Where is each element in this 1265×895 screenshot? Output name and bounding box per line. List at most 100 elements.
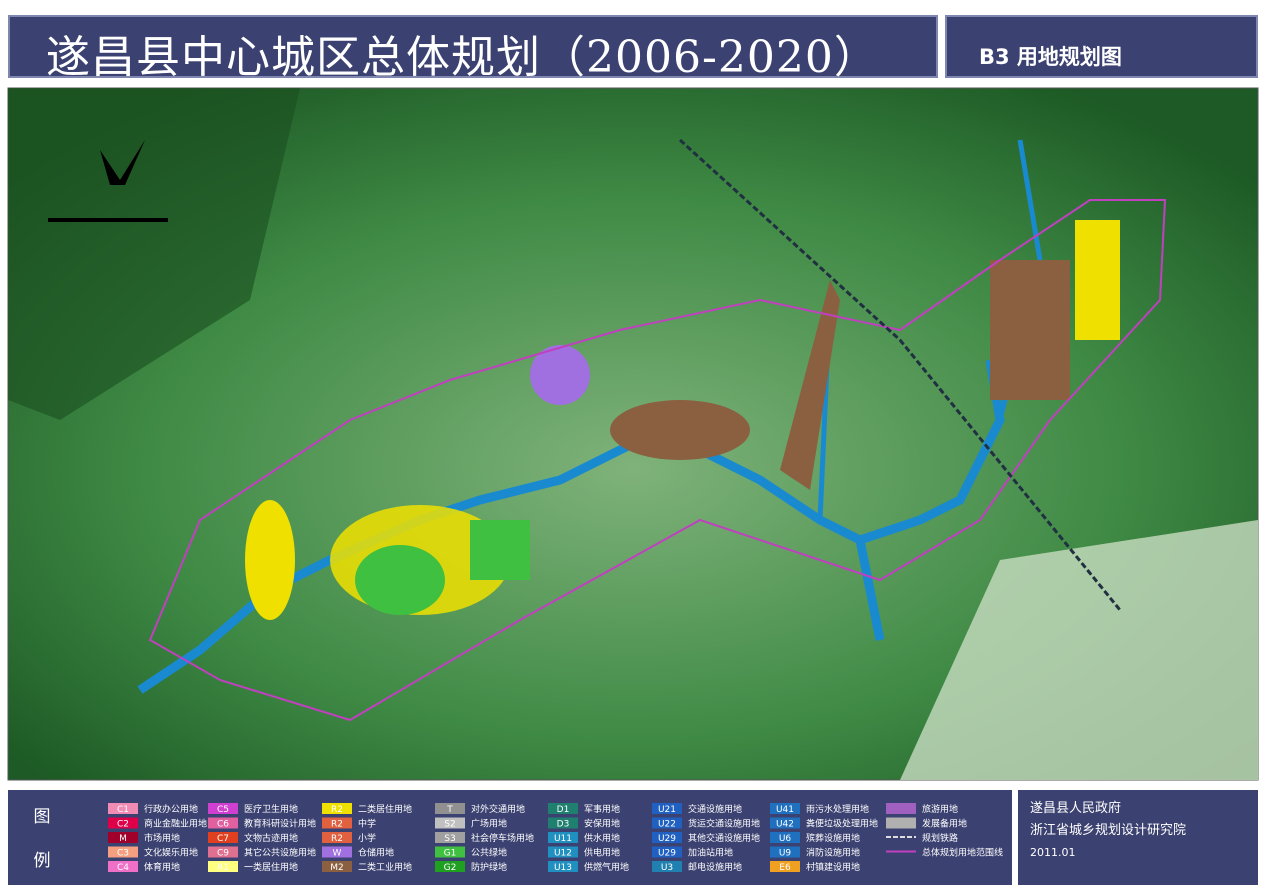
legend-label: 加油站用地 [688, 847, 733, 859]
legend-code: R2 [331, 820, 343, 830]
green-space [470, 520, 530, 580]
north-arrow [48, 140, 168, 222]
legend-label: 文化娱乐用地 [144, 847, 198, 859]
legend-code: U9 [779, 849, 792, 859]
legend-label: 粪便垃圾处理用地 [806, 818, 878, 830]
legend-code: U41 [776, 805, 794, 815]
legend-label: 其它公共设施用地 [244, 847, 316, 859]
sheet-title: B3 用地规划图 [979, 45, 1122, 69]
legend-swatch [652, 861, 682, 872]
legend-swatch [548, 803, 578, 814]
legend-code: C7 [217, 834, 229, 844]
legend-swatch [435, 832, 465, 843]
legend-swatch [886, 817, 916, 829]
legend-label: 公共绿地 [471, 847, 507, 859]
legend-swatch [322, 861, 352, 872]
legend-code: R2 [331, 834, 343, 844]
legend-label: 村镇建设用地 [806, 861, 860, 873]
legend-label: 旅游用地 [922, 803, 958, 815]
legend-title: 图 [34, 807, 51, 827]
legend-label: 安保用地 [584, 818, 620, 830]
legend-code: C6 [217, 820, 229, 830]
legend-code: D1 [557, 805, 570, 815]
legend-label: 社会停车场用地 [471, 832, 534, 844]
legend-code: U3 [661, 863, 673, 873]
legend-code: U6 [779, 834, 792, 844]
legend-label: 一类居住用地 [244, 861, 298, 873]
mountain [8, 88, 300, 420]
legend-label: 市场用地 [144, 832, 180, 844]
legend-label: 中学 [358, 818, 376, 830]
legend-label: 商业金融业用地 [144, 818, 207, 830]
legend-code: C5 [217, 805, 229, 815]
legend-label: 消防设施用地 [806, 847, 860, 859]
legend-swatch [435, 803, 465, 814]
legend-label: 货运交通设施用地 [688, 818, 760, 830]
legend-code: E6 [779, 863, 791, 873]
title: 遂昌县中心城区总体规划（2006-2020） [46, 32, 879, 83]
org-box [1018, 790, 1258, 885]
legend-swatch [322, 832, 352, 843]
legend-code: U29 [658, 834, 676, 844]
legend-swatch [652, 803, 682, 814]
legend-code: U42 [776, 820, 794, 830]
legend-swatch [435, 846, 465, 858]
legend-label: 行政办公用地 [144, 803, 198, 815]
legend-label: 防护绿地 [471, 861, 507, 873]
legend-code: M2 [330, 863, 344, 873]
legend-label: 仓储用地 [358, 847, 394, 859]
legend-code: G1 [444, 849, 457, 859]
legend-swatch [548, 846, 578, 858]
legend-label: 教育科研设计用地 [244, 818, 316, 830]
legend-swatch [770, 803, 800, 814]
legend: C1 行政办公用地 C2 商业金融业用地 M 市场用地 C3 文化娱乐用地 C4 体育用地 C5 医疗… [108, 803, 1003, 873]
legend-swatch [652, 846, 682, 858]
legend-swatch [108, 817, 138, 829]
industrial [780, 280, 840, 490]
legend-swatch [548, 832, 578, 843]
legend-swatch [208, 803, 238, 814]
legend-code: G2 [444, 863, 457, 873]
legend-swatch [108, 803, 138, 814]
legend-label: 广场用地 [471, 818, 507, 830]
legend-swatch [652, 832, 682, 843]
legend-label: 雨污水处理用地 [806, 803, 869, 815]
legend-label: 供水用地 [584, 832, 620, 844]
legend-swatch [770, 861, 800, 872]
legend-swatch [435, 817, 465, 829]
legend-label: 小学 [358, 832, 376, 844]
legend-code: C1 [117, 805, 129, 815]
legend-label: 二类居住用地 [358, 803, 412, 815]
legend-label: 供电用地 [584, 847, 620, 859]
legend-label: 二类工业用地 [358, 861, 412, 873]
legend-code: T [446, 805, 453, 815]
green-space [355, 545, 445, 615]
legend-swatch [322, 846, 352, 858]
railway [678, 138, 1122, 611]
storage [530, 345, 590, 405]
legend-code: U13 [554, 863, 572, 873]
industrial [990, 260, 1070, 400]
legend-swatch [208, 832, 238, 843]
legend-label: 对外交通用地 [471, 803, 525, 815]
industrial [610, 400, 750, 460]
legend-box [8, 790, 1012, 885]
legend-swatch [208, 817, 238, 829]
legend-code: S2 [444, 820, 455, 830]
legend-swatch [208, 846, 238, 858]
legend-label: 医疗卫生用地 [244, 803, 298, 815]
sheet-box: B3 用地规划图 [945, 15, 1258, 78]
legend-label: 总体规划用地范围线 [922, 847, 1003, 859]
legend-swatch [886, 803, 916, 814]
legend-swatch [435, 861, 465, 872]
lowland [900, 520, 1258, 780]
legend-code: U21 [658, 805, 676, 815]
legend-swatch [548, 861, 578, 872]
legend-label: 殡葬设施用地 [806, 832, 860, 844]
legend-code: C4 [117, 863, 129, 873]
residential [1075, 220, 1120, 340]
title-box: 遂昌县中心城区总体规划（2006-2020） [8, 15, 938, 83]
legend-swatch [108, 846, 138, 858]
